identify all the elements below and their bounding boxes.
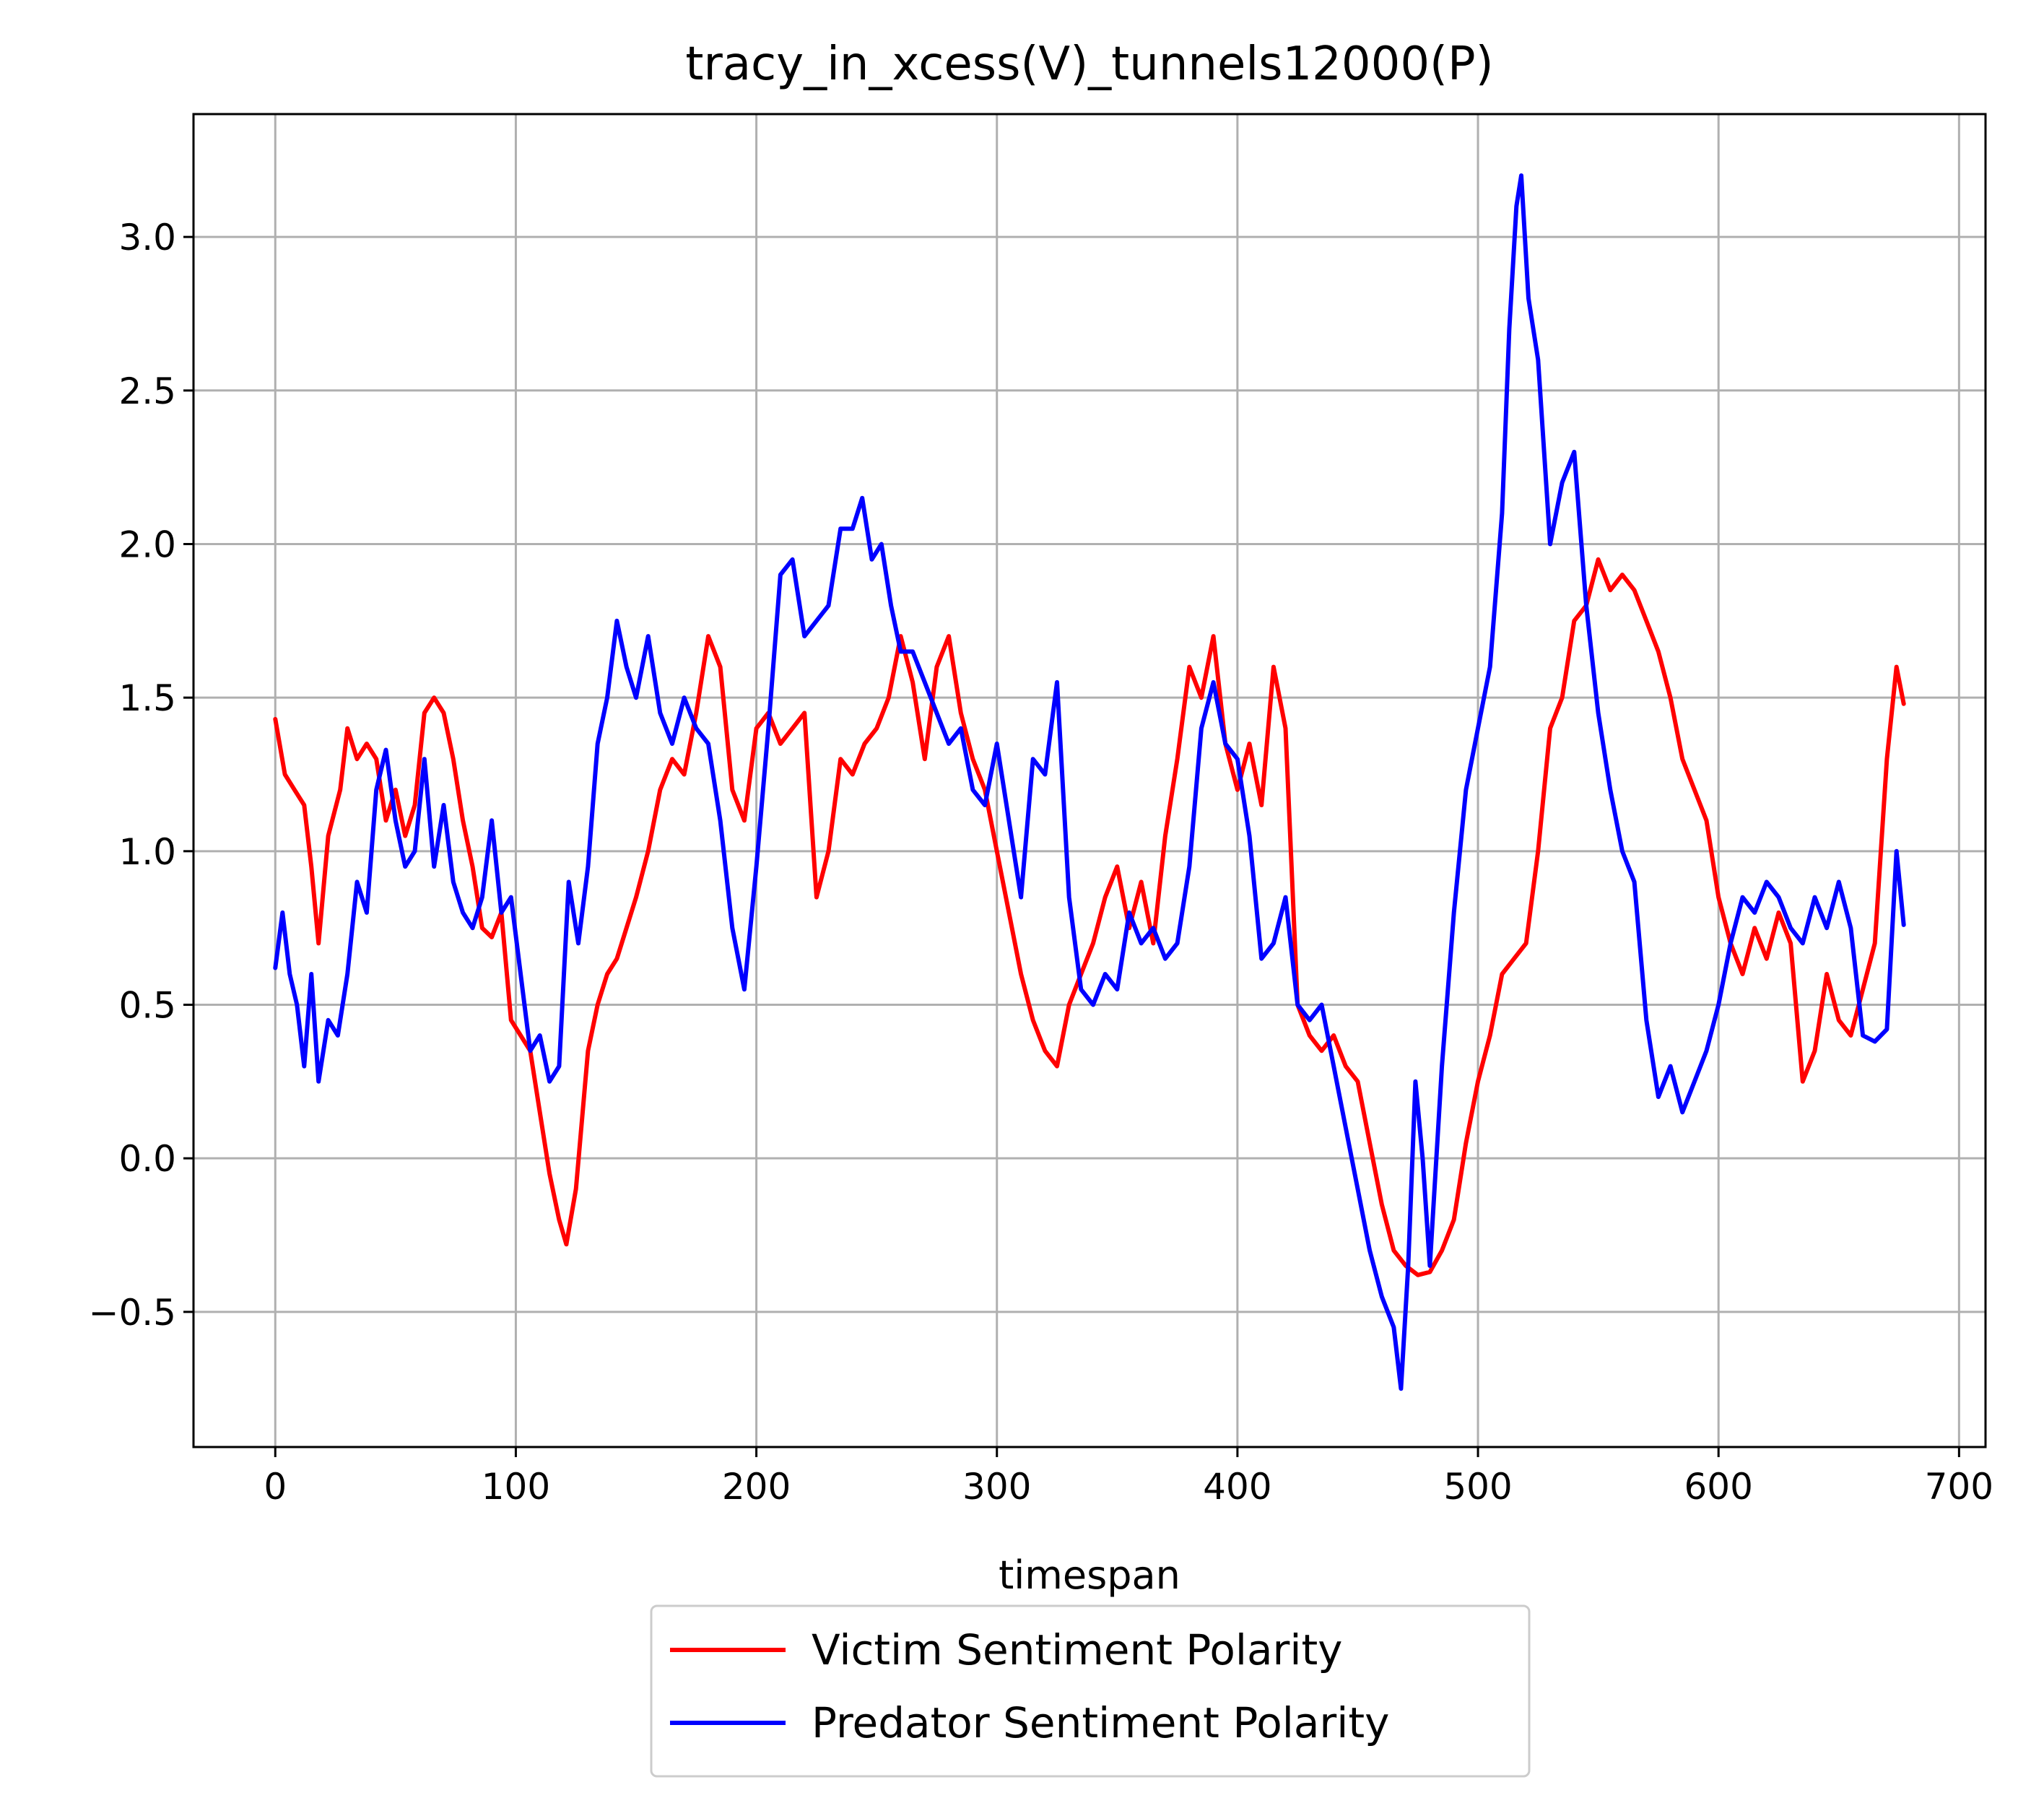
x-tick-label: 0 <box>264 1466 287 1508</box>
y-tick-label: 3.0 <box>118 217 176 258</box>
plot-frame <box>192 113 1987 1448</box>
axis-ticks: 0 100 200 300 400 500 600 700 −0.5 0.0 0.5 1.0 1.5 2.… <box>89 217 1993 1508</box>
x-tick-label: 100 <box>482 1466 550 1508</box>
y-tick-label: 0.5 <box>118 985 176 1027</box>
chart-title: tracy_in_xcess(V)_tunnels12000(P) <box>685 38 1493 91</box>
x-tick-label: 400 <box>1203 1466 1271 1508</box>
predator-sentiment-line <box>273 173 1906 1391</box>
gridlines <box>193 114 1986 1447</box>
y-tick-label: 1.5 <box>118 677 176 719</box>
x-tick-label: 500 <box>1443 1466 1512 1508</box>
x-tick-label: 700 <box>1925 1466 1993 1508</box>
x-tick-label: 200 <box>722 1466 791 1508</box>
series-lines <box>273 173 1906 1391</box>
x-axis-title: timespan <box>999 1552 1180 1598</box>
x-tick-label: 600 <box>1684 1466 1752 1508</box>
y-tick-label: 0.0 <box>118 1138 176 1180</box>
legend-frame <box>650 1604 1531 1778</box>
legend: Victim Sentiment Polarity Predator Senti… <box>650 1604 1531 1778</box>
x-tick-label: 300 <box>962 1466 1031 1508</box>
y-tick-label: 1.0 <box>118 831 176 873</box>
y-tick-label: −0.5 <box>89 1292 176 1334</box>
legend-label-victim: Victim Sentiment Polarity <box>812 1625 1343 1674</box>
y-tick-label: 2.0 <box>118 523 176 565</box>
y-tick-label: 2.5 <box>118 370 176 412</box>
legend-label-predator: Predator Sentiment Polarity <box>812 1698 1389 1747</box>
